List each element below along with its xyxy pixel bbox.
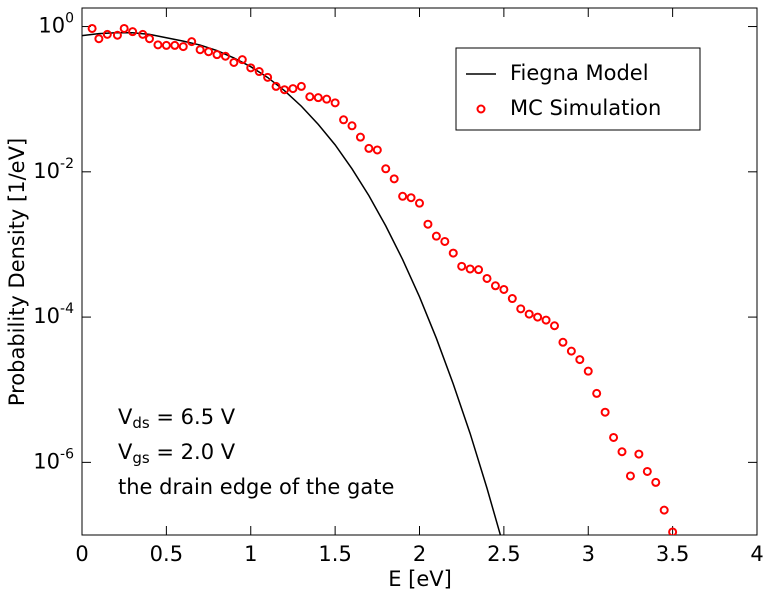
x-tick-label: 0 <box>75 542 88 566</box>
data-point <box>457 261 467 271</box>
data-point <box>490 281 500 291</box>
data-point <box>440 236 450 246</box>
data-point <box>339 115 349 125</box>
data-point <box>372 145 382 155</box>
x-tick-label: 2.5 <box>487 542 520 566</box>
data-point <box>625 471 635 481</box>
x-tick-label: 4 <box>750 542 763 566</box>
data-point <box>288 84 298 94</box>
data-point <box>389 174 399 184</box>
x-tick-label: 1 <box>244 542 257 566</box>
data-point <box>642 466 652 476</box>
data-point <box>128 27 138 37</box>
data-point <box>330 98 340 108</box>
data-point <box>609 432 619 442</box>
data-point <box>271 81 281 91</box>
legend-box <box>455 47 701 131</box>
x-tick-label: 3 <box>582 542 595 566</box>
annotation: the drain edge of the gate <box>118 475 394 499</box>
data-point <box>600 407 610 417</box>
data-point <box>220 51 230 61</box>
data-point <box>119 23 129 33</box>
legend-label: Fiegna Model <box>510 61 649 85</box>
data-point <box>465 264 475 274</box>
data-point <box>448 248 458 258</box>
data-point <box>237 55 247 65</box>
data-point <box>364 143 374 153</box>
data-point <box>263 72 273 82</box>
data-point <box>431 231 441 241</box>
data-point <box>187 37 197 47</box>
data-point <box>381 164 391 174</box>
data-point <box>246 63 256 73</box>
data-point <box>280 85 289 95</box>
data-point <box>153 40 163 50</box>
model-line <box>82 32 502 535</box>
y-tick-label: 10-2 <box>33 156 74 183</box>
data-point <box>668 527 678 535</box>
data-point <box>112 30 122 40</box>
data-point <box>634 449 644 459</box>
data-point <box>566 346 576 356</box>
plot-area <box>82 23 678 535</box>
data-point <box>178 42 188 52</box>
data-point <box>423 219 433 229</box>
y-tick-label: 10-6 <box>33 446 74 473</box>
data-point <box>204 47 214 57</box>
data-point <box>347 121 357 131</box>
annotation: Vds = 6.5 V <box>118 405 236 432</box>
data-point <box>558 337 568 347</box>
x-tick-label: 0.5 <box>150 542 183 566</box>
data-point <box>254 67 264 77</box>
data-point <box>87 23 97 33</box>
y-axis-label: Probability Density [1/eV] <box>5 138 29 406</box>
data-point <box>524 309 534 319</box>
data-point <box>161 40 171 50</box>
x-axis-label: E [eV] <box>388 567 452 591</box>
data-point <box>482 273 492 283</box>
data-point <box>94 34 104 44</box>
data-point <box>533 312 543 322</box>
data-point <box>322 94 332 104</box>
data-point <box>617 447 627 457</box>
data-point <box>651 477 661 487</box>
data-point <box>406 193 416 203</box>
data-point <box>145 34 154 44</box>
legend: Fiegna Model MC Simulation <box>455 47 701 131</box>
data-point <box>212 50 222 60</box>
data-point <box>229 57 239 67</box>
data-point <box>575 355 585 365</box>
data-point <box>398 191 408 201</box>
data-point <box>550 321 559 331</box>
data-point <box>507 294 517 304</box>
legend-label: MC Simulation <box>510 96 661 120</box>
x-tick-label: 1.5 <box>318 542 351 566</box>
data-point <box>138 29 148 39</box>
data-point <box>592 388 602 398</box>
data-point <box>170 40 180 50</box>
legend-swatch <box>476 104 486 114</box>
data-point <box>516 304 526 314</box>
data-point <box>305 92 315 102</box>
data-point <box>583 366 593 376</box>
data-point <box>195 45 205 55</box>
data-point <box>355 132 365 142</box>
data-point <box>313 93 323 103</box>
y-tick-label: 100 <box>38 11 74 38</box>
x-tick-label: 3.5 <box>656 542 689 566</box>
x-tick-label: 2 <box>413 542 426 566</box>
data-point <box>474 265 484 275</box>
data-point <box>541 315 551 325</box>
data-point <box>296 81 306 91</box>
annotation: Vgs = 2.0 V <box>118 440 236 467</box>
y-tick-label: 10-4 <box>33 301 74 328</box>
data-point <box>102 29 112 39</box>
plot-frame <box>81 7 758 536</box>
data-point <box>659 505 669 515</box>
data-point <box>415 198 424 208</box>
data-point <box>499 284 509 294</box>
